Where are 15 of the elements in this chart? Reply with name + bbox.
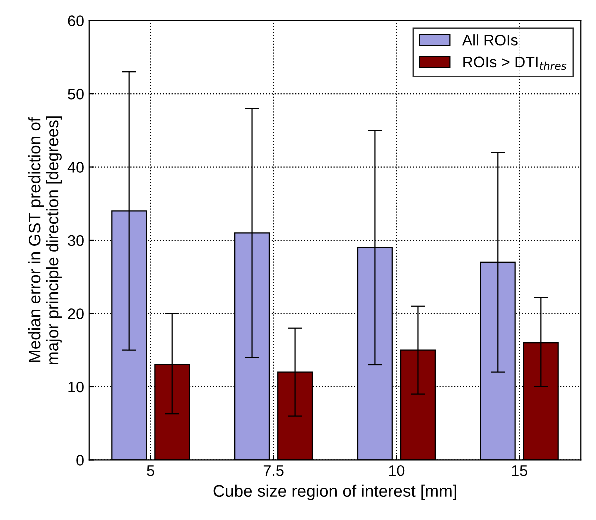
x-axis-title: Cube size region of interest [mm] xyxy=(214,484,456,500)
y-axis-title: Median error in GST prediction of major principle direction [degrees] xyxy=(28,116,62,364)
y-tick-label: 20 xyxy=(68,308,84,320)
x-tick-label: 10 xyxy=(389,465,405,476)
y-tick-label: 40 xyxy=(68,162,84,173)
y-tick-label: 30 xyxy=(68,235,84,246)
y-tick-label: 60 xyxy=(68,16,84,26)
x-tick-label: 5 xyxy=(147,466,154,476)
y-tick-label: 10 xyxy=(68,382,84,393)
legend-label: All ROIs xyxy=(462,34,518,46)
x-tick-label: 7.5 xyxy=(264,466,284,476)
y-tick-label: 50 xyxy=(68,88,84,100)
y-tick-label: 0 xyxy=(76,455,84,466)
legend-label: ROIs > DTI$_{thres}$ xyxy=(464,56,567,70)
x-tick-label: 15 xyxy=(512,466,528,476)
